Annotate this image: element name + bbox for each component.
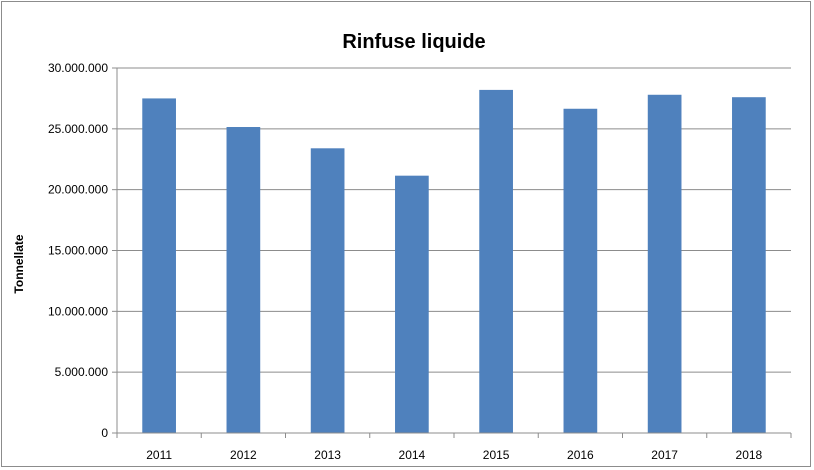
y-tick-labels: 0 5.000.000 10.000.000 15.000.000 20.000.000… (48, 61, 108, 440)
x-tick-label: 2011 (146, 448, 172, 462)
bars (142, 89, 766, 434)
y-axis-title: Tonnellate (12, 234, 26, 293)
x-tick-label: 2012 (230, 448, 257, 462)
y-tick-label: 25.000.000 (48, 122, 108, 136)
bar-2011 (142, 98, 176, 434)
bar-2014 (395, 175, 429, 434)
x-tick-label: 2015 (483, 448, 510, 462)
y-tick-label: 20.000.000 (48, 183, 108, 197)
axes (112, 67, 792, 438)
bar-2015 (479, 89, 513, 434)
y-tick-label: 10.000.000 (48, 304, 108, 318)
x-tick-label: 2018 (736, 448, 763, 462)
x-tick-label: 2014 (399, 448, 426, 462)
x-tick-label: 2016 (567, 448, 594, 462)
bar-2012 (226, 127, 261, 433)
gridlines (117, 67, 791, 373)
y-tick-label: 15.000.000 (48, 244, 108, 258)
x-tick-labels: 2011 2012 2013 2014 2015 2016 2017 2018 (146, 448, 762, 462)
y-tick-label: 0 (101, 426, 108, 440)
y-tick-label: 30.000.000 (48, 61, 108, 75)
bar-2016 (563, 108, 598, 433)
chart-title: Rinfuse liquide (342, 31, 485, 53)
y-tick-label: 5.000.000 (55, 365, 109, 379)
bar-2018 (732, 97, 766, 433)
x-tick-label: 2013 (314, 448, 341, 462)
bar-2013 (310, 148, 345, 434)
x-tick-label: 2017 (651, 448, 678, 462)
bar-2017 (647, 94, 682, 434)
